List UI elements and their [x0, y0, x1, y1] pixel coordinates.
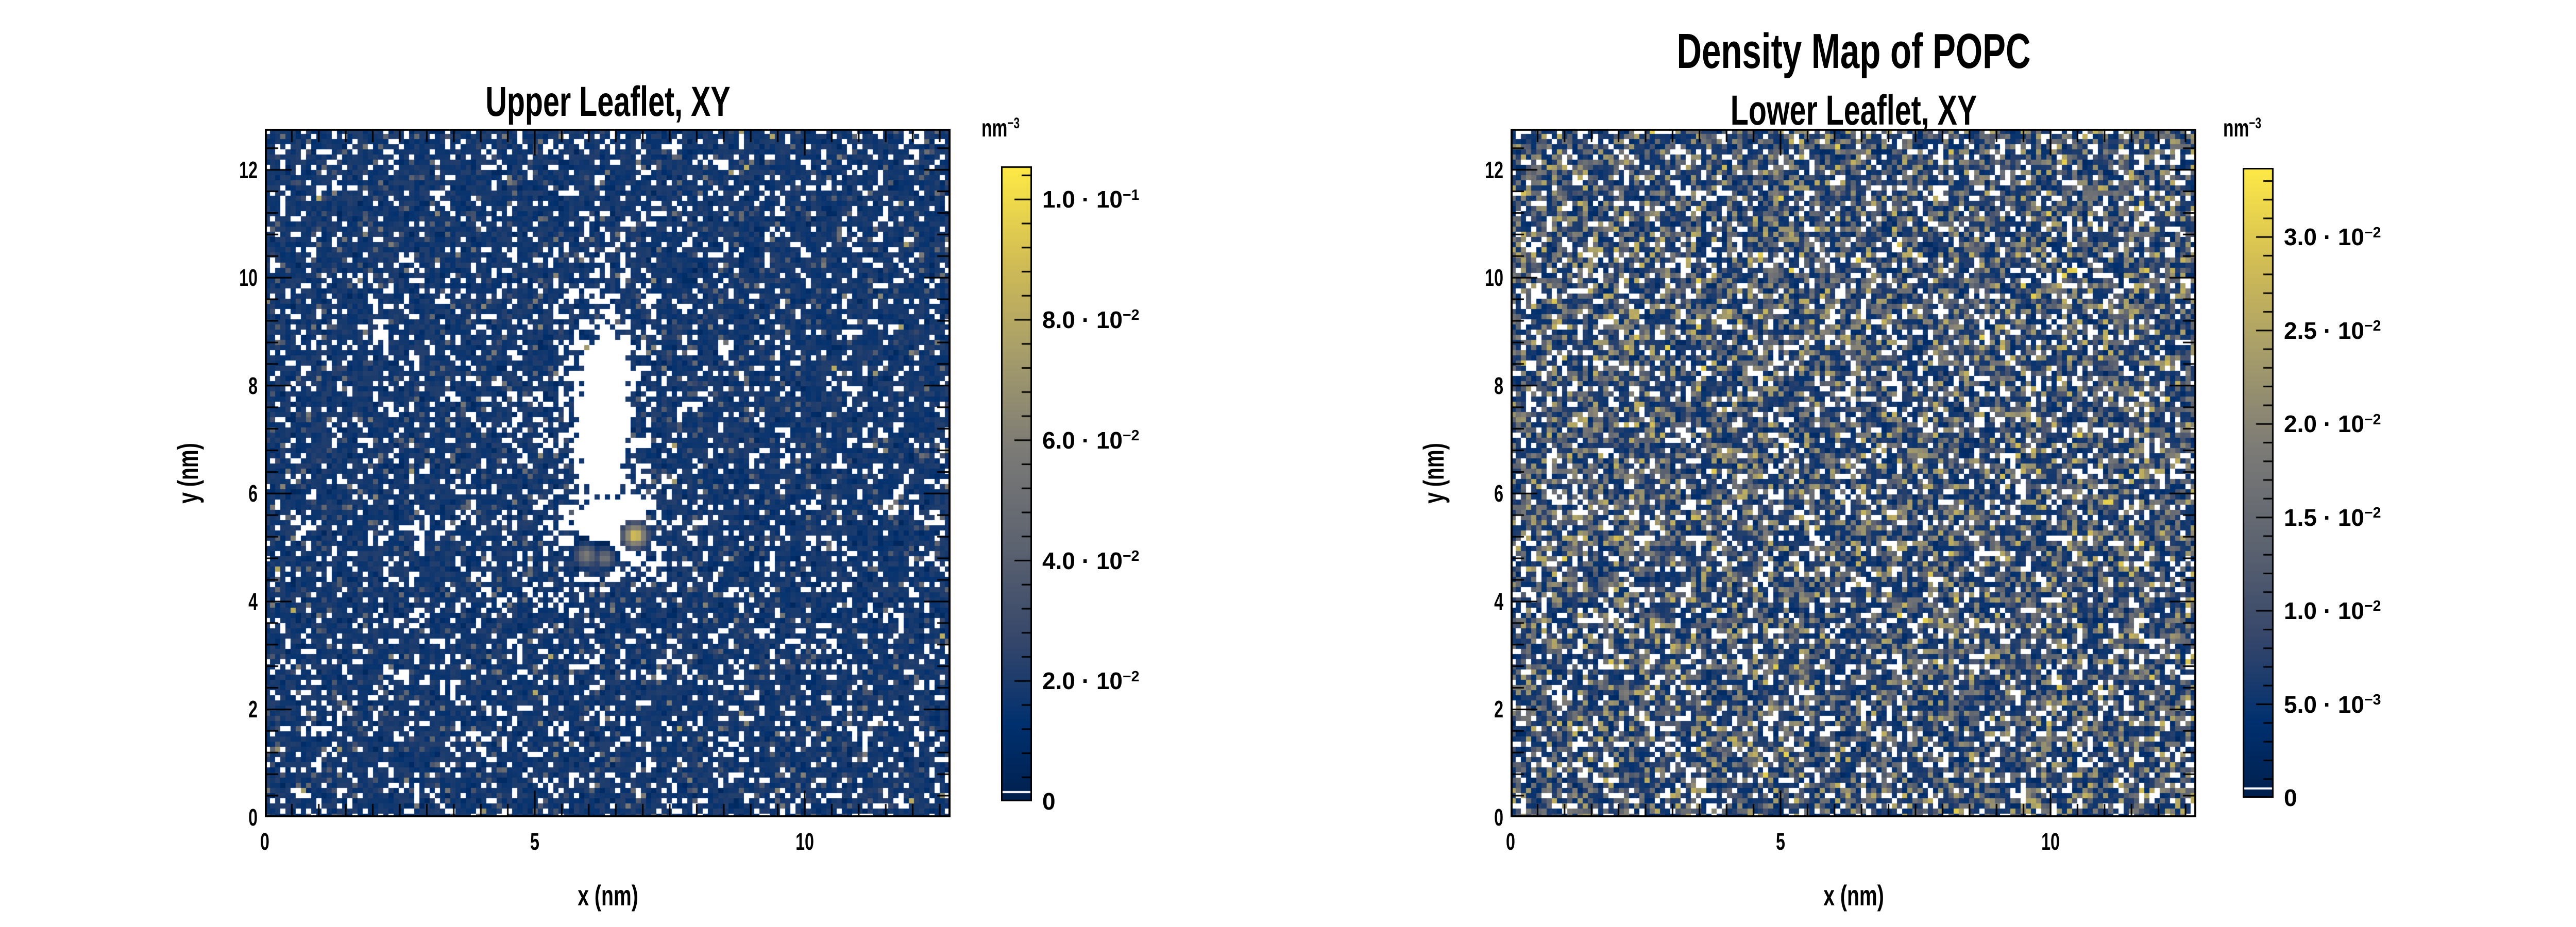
colorbar-tick-label: 3.0 · 10−2	[2284, 224, 2381, 251]
colorbar-tick-label: 8.0 · 10−2	[1042, 306, 1140, 334]
y-tick-label: 4	[248, 588, 258, 615]
y-tick-label: 2	[248, 696, 258, 723]
colorbar-canvas-lower-leaflet-xy	[2243, 168, 2274, 798]
colorbar-tick-label: 0	[1042, 788, 1056, 815]
x-tick-label: 5	[1776, 828, 1785, 855]
colorbar-tick-label: 1.0 · 10−2	[2284, 597, 2381, 625]
colorbar-unit-lower-leaflet-xy: nm−3	[2223, 114, 2262, 142]
colorbar-tick-label: 1.5 · 10−2	[2284, 504, 2381, 531]
colorbar-tick-label: 6.0 · 10−2	[1042, 426, 1140, 454]
y-tick-label: 4	[1494, 588, 1503, 615]
colorbar-tick-label: 1.0 · 10−1	[1042, 186, 1140, 213]
y-tick-label: 8	[1494, 372, 1503, 399]
colorbar-tick-label: 0	[2284, 784, 2297, 811]
main-title: Density Map of POPC	[1676, 24, 2031, 79]
x-tick-label: 10	[795, 828, 814, 855]
y-axis-title-upper-leaflet-xy: y (nm)	[172, 442, 204, 504]
x-axis-title-lower-leaflet-xy: x (nm)	[1823, 879, 1884, 912]
colorbar-tick-label: 2.5 · 10−2	[2284, 317, 2381, 344]
colorbar-tick-label: 2.0 · 10−2	[1042, 667, 1140, 695]
x-tick-label: 0	[1506, 828, 1515, 855]
heatmap-canvas-lower-leaflet-xy	[1511, 129, 2196, 817]
x-tick-label: 10	[2041, 828, 2060, 855]
y-tick-label: 10	[239, 264, 258, 291]
y-tick-label: 10	[1485, 264, 1503, 291]
x-tick-label: 0	[260, 828, 269, 855]
colorbar-unit-upper-leaflet-xy: nm−3	[981, 114, 1020, 142]
heatmap-canvas-upper-leaflet-xy	[265, 129, 951, 817]
panel-title-lower-leaflet-xy: Lower Leaflet, XY	[1730, 87, 1977, 134]
colorbar-canvas-upper-leaflet-xy	[1001, 166, 1032, 801]
panel-title-upper-leaflet-xy: Upper Leaflet, XY	[485, 78, 731, 125]
y-tick-label: 0	[1494, 804, 1503, 831]
y-tick-label: 0	[248, 804, 258, 831]
colorbar-tick-label: 2.0 · 10−2	[2284, 410, 2381, 438]
y-tick-label: 2	[1494, 696, 1503, 723]
y-tick-label: 6	[248, 480, 258, 507]
x-axis-title-upper-leaflet-xy: x (nm)	[577, 879, 638, 912]
y-tick-label: 8	[248, 372, 258, 399]
y-tick-label: 12	[1485, 156, 1503, 183]
y-tick-label: 12	[239, 156, 258, 183]
y-tick-label: 6	[1494, 480, 1503, 507]
colorbar-tick-label: 4.0 · 10−2	[1042, 547, 1140, 574]
colorbar-tick-label: 5.0 · 10−3	[2284, 691, 2381, 718]
y-axis-title-lower-leaflet-xy: y (nm)	[1417, 442, 1450, 504]
x-tick-label: 5	[530, 828, 539, 855]
